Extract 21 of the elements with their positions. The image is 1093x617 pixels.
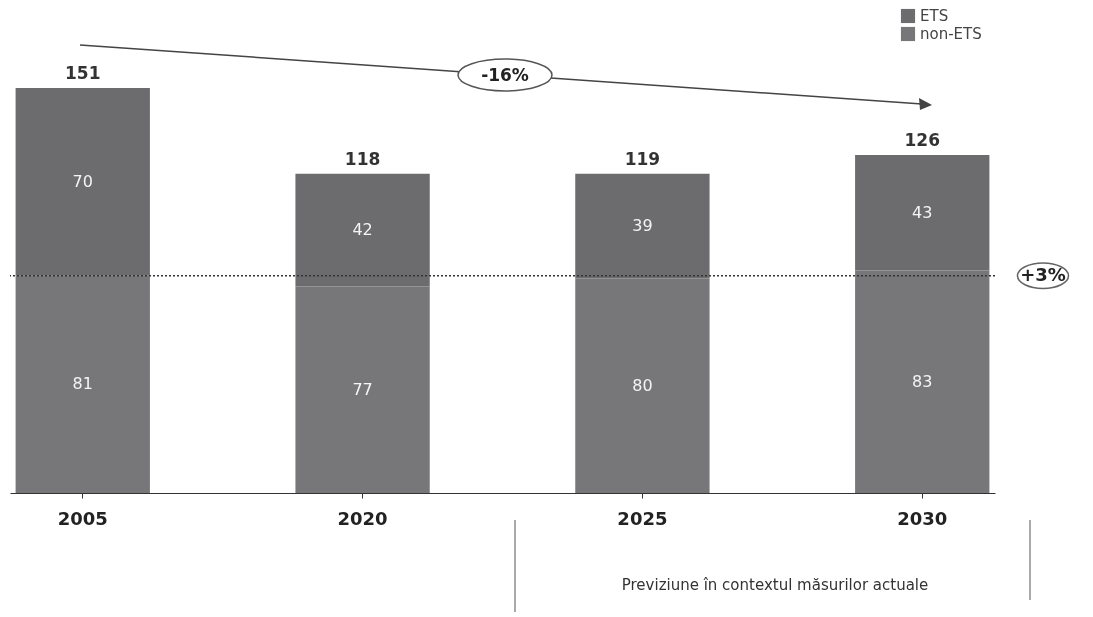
text: Previziune în contextul măsurilor actuale xyxy=(621,576,929,594)
data-label: 43 xyxy=(912,202,933,222)
total-label: 119 xyxy=(624,148,661,169)
data-label: 77 xyxy=(352,379,373,399)
data-label: 39 xyxy=(632,216,653,236)
data-label: 83 xyxy=(912,371,933,391)
total-label: 151 xyxy=(65,63,101,83)
total-label: 126 xyxy=(904,130,940,151)
data-label: 81 xyxy=(72,374,93,394)
data-label: 42 xyxy=(352,220,373,240)
data-label: 80 xyxy=(632,375,653,395)
legend-label: ETS xyxy=(920,7,949,25)
text: -16% xyxy=(481,65,529,85)
x-tick-label: 2005 xyxy=(57,507,108,529)
text: +3% xyxy=(1020,263,1066,285)
x-tick-label: 2020 xyxy=(337,507,388,529)
x-tick-label: 2030 xyxy=(897,507,948,529)
data-label: 70 xyxy=(72,171,93,191)
x-tick-label: 2025 xyxy=(617,507,668,529)
total-label: 118 xyxy=(344,148,381,169)
legend-label: non-ETS xyxy=(920,25,982,43)
